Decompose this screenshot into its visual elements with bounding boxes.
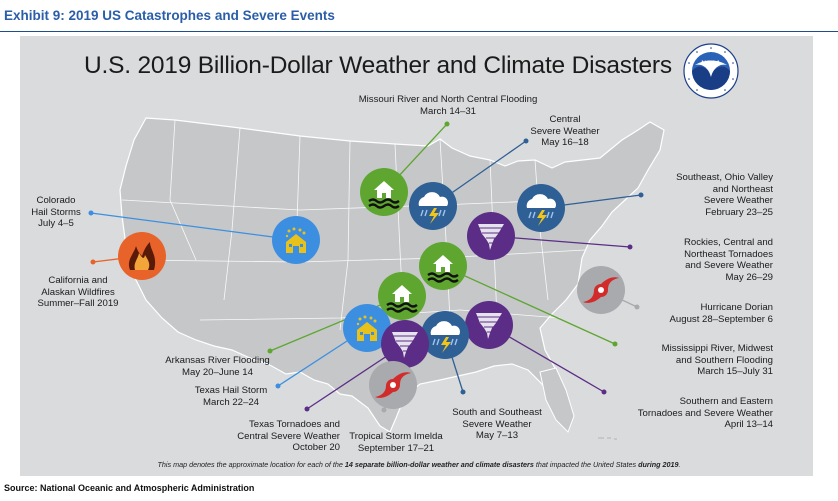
noaa-logo — [683, 43, 739, 99]
event-label-central: Central Severe Weather May 16–18 — [515, 114, 615, 149]
event-label-imelda: Tropical Storm Imelda September 17–21 — [337, 431, 455, 454]
house-flood-icon — [378, 272, 426, 320]
event-label-dorian: Hurricane Dorian August 28–September 6 — [628, 302, 773, 325]
title-rule — [0, 31, 838, 32]
event-label-line: Severe Weather — [462, 418, 532, 430]
event-label-line: Hurricane Dorian — [700, 302, 773, 313]
event-label-line: and Northeast — [712, 183, 773, 195]
event-label-line: March 15–July 31 — [697, 366, 773, 377]
hail-house-icon — [343, 304, 391, 352]
leader-dot-south-southeast — [460, 389, 466, 395]
event-label-line: March 22–24 — [203, 396, 259, 408]
hurricane-icon — [369, 361, 417, 409]
event-label-line: Southern and Eastern — [679, 396, 773, 407]
event-label-line: Missouri River and North Central Floodin… — [358, 94, 538, 105]
leader-dot-central — [523, 138, 529, 144]
footnote-text: . — [678, 460, 681, 469]
event-label-colorado-hail: Colorado Hail Storms July 4–5 — [24, 195, 88, 230]
event-label-line: and Severe Weather — [685, 260, 773, 271]
map-title: U.S. 2019 Billion-Dollar Weather and Cli… — [84, 52, 672, 79]
event-label-southeast-ohio: Southeast, Ohio Valley and Northeast Sever… — [628, 172, 773, 218]
tornado-icon — [465, 301, 513, 349]
florida — [539, 367, 575, 433]
map-footnote: This map denotes the approximate locatio… — [0, 460, 838, 469]
leader-dot-imelda — [381, 407, 387, 413]
leader-dot-arkansas — [267, 348, 273, 354]
event-label-arkansas: Arkansas River Flooding May 20–June 14 — [160, 355, 275, 378]
storm-cloud-icon — [517, 184, 565, 232]
leader-line-mississippi — [442, 265, 616, 345]
hurricane-icon — [577, 266, 625, 314]
wildfire-icon — [118, 232, 166, 280]
event-label-line: Severe Weather — [703, 195, 773, 206]
event-label-line: May 16–18 — [541, 137, 589, 148]
event-label-line: Central Severe Weather — [237, 430, 340, 442]
event-label-rockies: Rockies, Central and Northeast Tornadoes a… — [628, 237, 773, 283]
event-label-line: Colorado — [36, 195, 76, 206]
footnote-emphasis: 14 separate billion-dollar weather and c… — [344, 460, 534, 469]
event-label-line: August 28–September 6 — [669, 313, 773, 325]
event-label-line: July 4–5 — [38, 218, 74, 229]
footnote-text: This map denotes the approximate locatio… — [157, 460, 345, 469]
event-label-line: Central — [549, 114, 581, 125]
house-flood-icon — [360, 168, 408, 216]
event-label-line: Northeast Tornadoes — [684, 248, 773, 260]
event-label-line: Texas Hail Storm — [194, 385, 268, 396]
hail-house-icon — [272, 216, 320, 264]
leader-dot-texas-tornadoes — [304, 406, 310, 412]
event-label-south-southeast: South and Southeast Severe Weather May 7–1… — [442, 407, 552, 442]
event-label-line: Tornadoes and Severe Weather — [637, 407, 773, 419]
source-note: Source: National Oceanic and Atmospheric… — [4, 483, 255, 493]
event-label-line: and Southern Flooding — [675, 354, 773, 366]
event-label-line: Texas Tornadoes and — [248, 419, 340, 430]
tornado-icon — [381, 320, 429, 368]
noaa-logo-text: NOAA — [701, 60, 721, 67]
event-label-south-eastern: Southern and Eastern Tornadoes and Severe… — [598, 396, 773, 431]
footnote-text: that impacted the United States — [533, 460, 639, 469]
event-label-texas-hail: Texas Hail Storm March 22–24 — [186, 385, 276, 408]
leader-dot-dorian — [634, 304, 640, 310]
event-label-line: September 17–21 — [357, 442, 435, 454]
event-label-line: April 13–14 — [724, 419, 773, 430]
event-label-line: October 20 — [292, 442, 340, 453]
event-label-line: May 26–29 — [725, 271, 773, 283]
event-label-missouri: Missouri River and North Central Floodin… — [338, 94, 558, 117]
leader-dot-southeast-ohio — [638, 192, 644, 198]
leader-line-colorado-hail — [90, 212, 297, 241]
house-flood-icon — [419, 242, 467, 290]
caribbean-islands — [598, 437, 617, 440]
event-label-line: Alaskan Wildfires — [41, 286, 115, 298]
leader-dot-south-eastern — [601, 389, 607, 395]
leader-dot-colorado-hail — [88, 210, 94, 216]
event-label-line: South and Southeast — [452, 407, 542, 418]
leader-dot-missouri — [444, 121, 450, 127]
event-label-line: Severe Weather — [530, 125, 600, 137]
event-label-line: Arkansas River Flooding — [165, 355, 270, 366]
event-icons — [118, 168, 625, 409]
event-label-line: March 14–31 — [420, 105, 476, 117]
tornado-icon — [467, 212, 515, 260]
event-label-line: May 20–June 14 — [182, 366, 253, 378]
event-label-line: February 23–25 — [705, 206, 773, 218]
exhibit-title: Exhibit 9: 2019 US Catastrophes and Seve… — [4, 8, 335, 23]
leader-dot-texas-hail — [275, 383, 281, 389]
event-label-line: Southeast, Ohio Valley — [676, 172, 773, 183]
event-label-line: Hail Storms — [31, 206, 81, 218]
storm-cloud-icon — [421, 311, 469, 359]
event-label-texas-tornadoes: Texas Tornadoes and Central Severe Weathe… — [200, 419, 340, 454]
event-label-line: Rockies, Central and — [683, 237, 773, 248]
storm-cloud-icon — [409, 182, 457, 230]
event-label-line: Mississippi River, Midwest — [661, 343, 773, 354]
footnote-emphasis: during 2019 — [638, 460, 679, 469]
event-label-line: May 7–13 — [475, 430, 519, 441]
event-label-line: Summer–Fall 2019 — [37, 298, 119, 309]
leader-dot-rockies — [627, 244, 633, 250]
event-label-california: California and Alaskan Wildfires Summer–Fa… — [28, 275, 128, 310]
leader-dot-california — [90, 259, 96, 265]
event-label-line: Tropical Storm Imelda — [349, 431, 443, 442]
event-label-line: California and — [48, 275, 108, 286]
event-label-mississippi: Mississippi River, Midwest and Southern F… — [613, 343, 773, 378]
leader-dot-mississippi — [612, 341, 618, 347]
